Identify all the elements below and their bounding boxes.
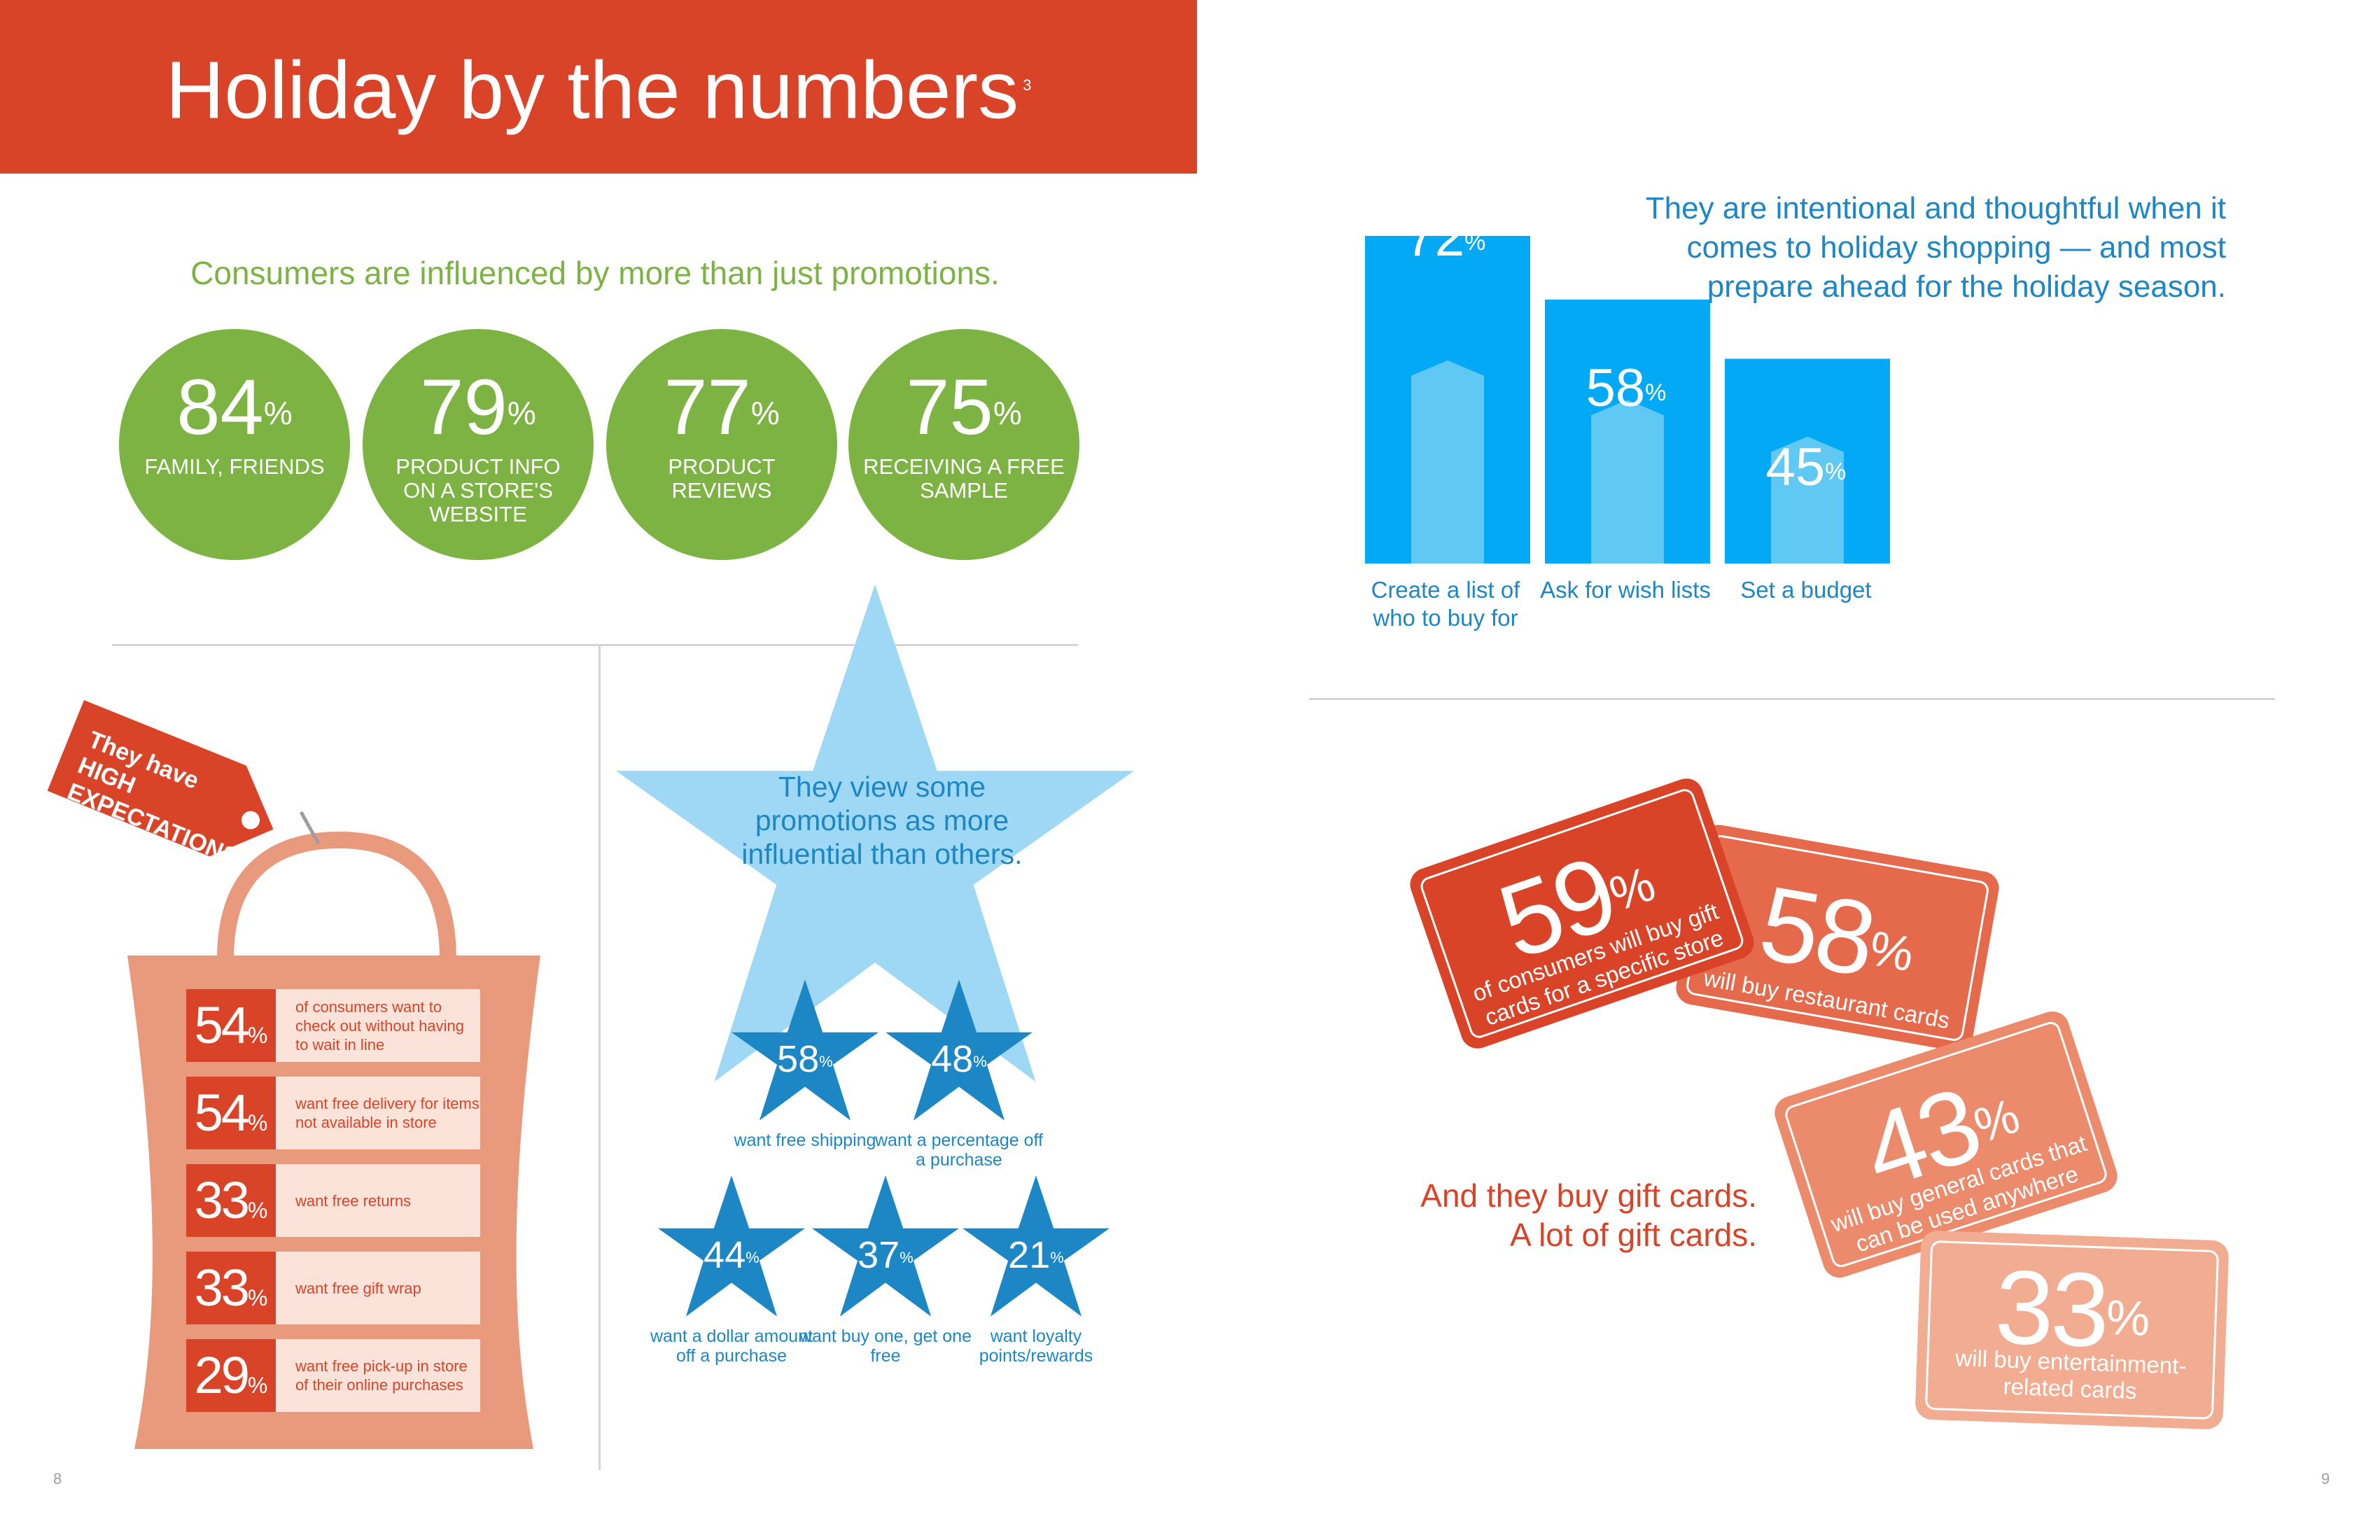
divider-vertical — [598, 645, 601, 1470]
promotion-value: 37% — [858, 1234, 913, 1276]
gift-card: 33% will buy entertainment-related cards — [1914, 1230, 2230, 1430]
promotion-label: want buy one, get one free — [799, 1326, 972, 1366]
star-icon — [658, 1175, 805, 1317]
divider-horizontal-right — [1309, 698, 2275, 700]
big-star-icon — [616, 584, 1134, 1082]
promotion-star: 44% want a dollar amount off a purchase — [650, 1172, 813, 1404]
expectation-value: 33% — [186, 1164, 276, 1237]
gift-card-caption: And they buy gift cards. A lot of gift c… — [1372, 1176, 1757, 1254]
title-footnote: 3 — [1023, 76, 1032, 94]
preparation-text: They are intentional and thoughtful when… — [1645, 191, 2226, 304]
bar-category-label: Create a list of who to buy for — [1371, 577, 1520, 631]
promotion-star: 21% want loyalty points/rewards — [959, 1172, 1113, 1404]
influence-label: PRODUCT REVIEWS — [668, 454, 776, 503]
influence-label: PRODUCT INFO ON A STORE'S WEBSITE — [396, 454, 561, 526]
expectation-row: 54% of consumers want to check out witho… — [186, 989, 480, 1062]
expectation-text: want free pick-up in store of their onli… — [276, 1339, 480, 1412]
expectation-value: 29% — [186, 1339, 276, 1412]
bar-highlight-3 — [1771, 436, 1844, 564]
influence-value: 77% — [664, 363, 780, 451]
gift-card-caption-line2: A lot of gift cards. — [1510, 1217, 1757, 1253]
influence-label: FAMILY, FRIENDS — [144, 454, 325, 479]
promotion-star: 37% want buy one, get one free — [799, 1172, 972, 1404]
influence-circle: 84% FAMILY, FRIENDS — [119, 329, 350, 560]
influence-value: 75% — [906, 363, 1022, 451]
influence-circle: 75% RECEIVING A FREE SAMPLE — [848, 329, 1079, 560]
influence-label: RECEIVING A FREE SAMPLE — [863, 454, 1065, 503]
bar-category-label: Ask for wish lists — [1540, 577, 1711, 603]
promotion-label: want a percentage off a purchase — [875, 1130, 1043, 1170]
star-icon — [812, 1175, 959, 1317]
bar-value-label: 58% — [1586, 358, 1667, 418]
promotion-value: 21% — [1008, 1234, 1064, 1276]
promotions-headline: They view some promotions as more influe… — [741, 771, 1023, 870]
page-title: Holiday by the numbers 3 — [165, 44, 1032, 136]
bar-value-label: 72% — [1405, 208, 1486, 267]
bar-value-label: 45% — [1765, 438, 1847, 497]
influence-value: 84% — [176, 363, 293, 451]
influence-circle: 79% PRODUCT INFO ON A STORE'S WEBSITE — [363, 329, 594, 560]
promotion-star: 48% want a percentage off a purchase — [875, 976, 1043, 1208]
page-number-left: 8 — [53, 1470, 62, 1488]
expectation-value: 33% — [186, 1252, 276, 1324]
expectation-text: want free gift wrap — [276, 1252, 480, 1324]
promotion-value: 44% — [704, 1234, 760, 1276]
preparation-bar-chart — [1365, 236, 1890, 564]
influence-value: 79% — [420, 363, 536, 451]
expectation-row: 54% want free delivery for items not ava… — [186, 1077, 480, 1149]
divider-horizontal-left — [112, 644, 1078, 646]
expectation-text: of consumers want to check out without h… — [276, 989, 480, 1062]
promotion-star: 58% want free shipping — [728, 976, 882, 1208]
bar-highlight-2 — [1591, 400, 1664, 564]
expectation-row: 33% want free gift wrap — [186, 1252, 480, 1324]
bar-category-label: Set a budget — [1740, 577, 1872, 603]
promotion-value: 58% — [777, 1038, 833, 1080]
star-icon — [886, 979, 1032, 1121]
header-band — [0, 0, 1197, 174]
tag-icon — [47, 700, 274, 857]
promotion-label: want free shipping — [734, 1130, 876, 1150]
influence-circle: 77% PRODUCT REVIEWS — [606, 329, 837, 560]
star-icon — [732, 979, 878, 1121]
promotion-label: want loyalty points/rewards — [979, 1326, 1093, 1366]
star-icon — [962, 1175, 1110, 1317]
expectation-text: want free returns — [276, 1164, 480, 1237]
price-tag: They have HIGH EXPECTATIONS. — [42, 700, 292, 888]
promotion-label: want a dollar amount off a purchase — [650, 1326, 813, 1366]
expectation-row: 29% want free pick-up in store of their … — [186, 1339, 480, 1412]
gift-card: 59% of consumers will buy gift cards for… — [1406, 774, 1758, 1054]
gift-card-caption-line1: And they buy gift cards. — [1420, 1177, 1757, 1214]
gift-card-text: will buy entertainment-related cards — [1954, 1345, 2188, 1404]
promotion-value: 48% — [931, 1038, 987, 1080]
expectation-text: want free delivery for items not availab… — [276, 1077, 480, 1149]
influence-heading: Consumers are influenced by more than ju… — [190, 255, 1000, 291]
bar-highlight-1 — [1411, 360, 1484, 564]
page-number-right: 9 — [2321, 1470, 2330, 1488]
expectation-value: 54% — [186, 1077, 276, 1149]
expectation-value: 54% — [186, 989, 276, 1062]
expectation-row: 33% want free returns — [186, 1164, 480, 1237]
